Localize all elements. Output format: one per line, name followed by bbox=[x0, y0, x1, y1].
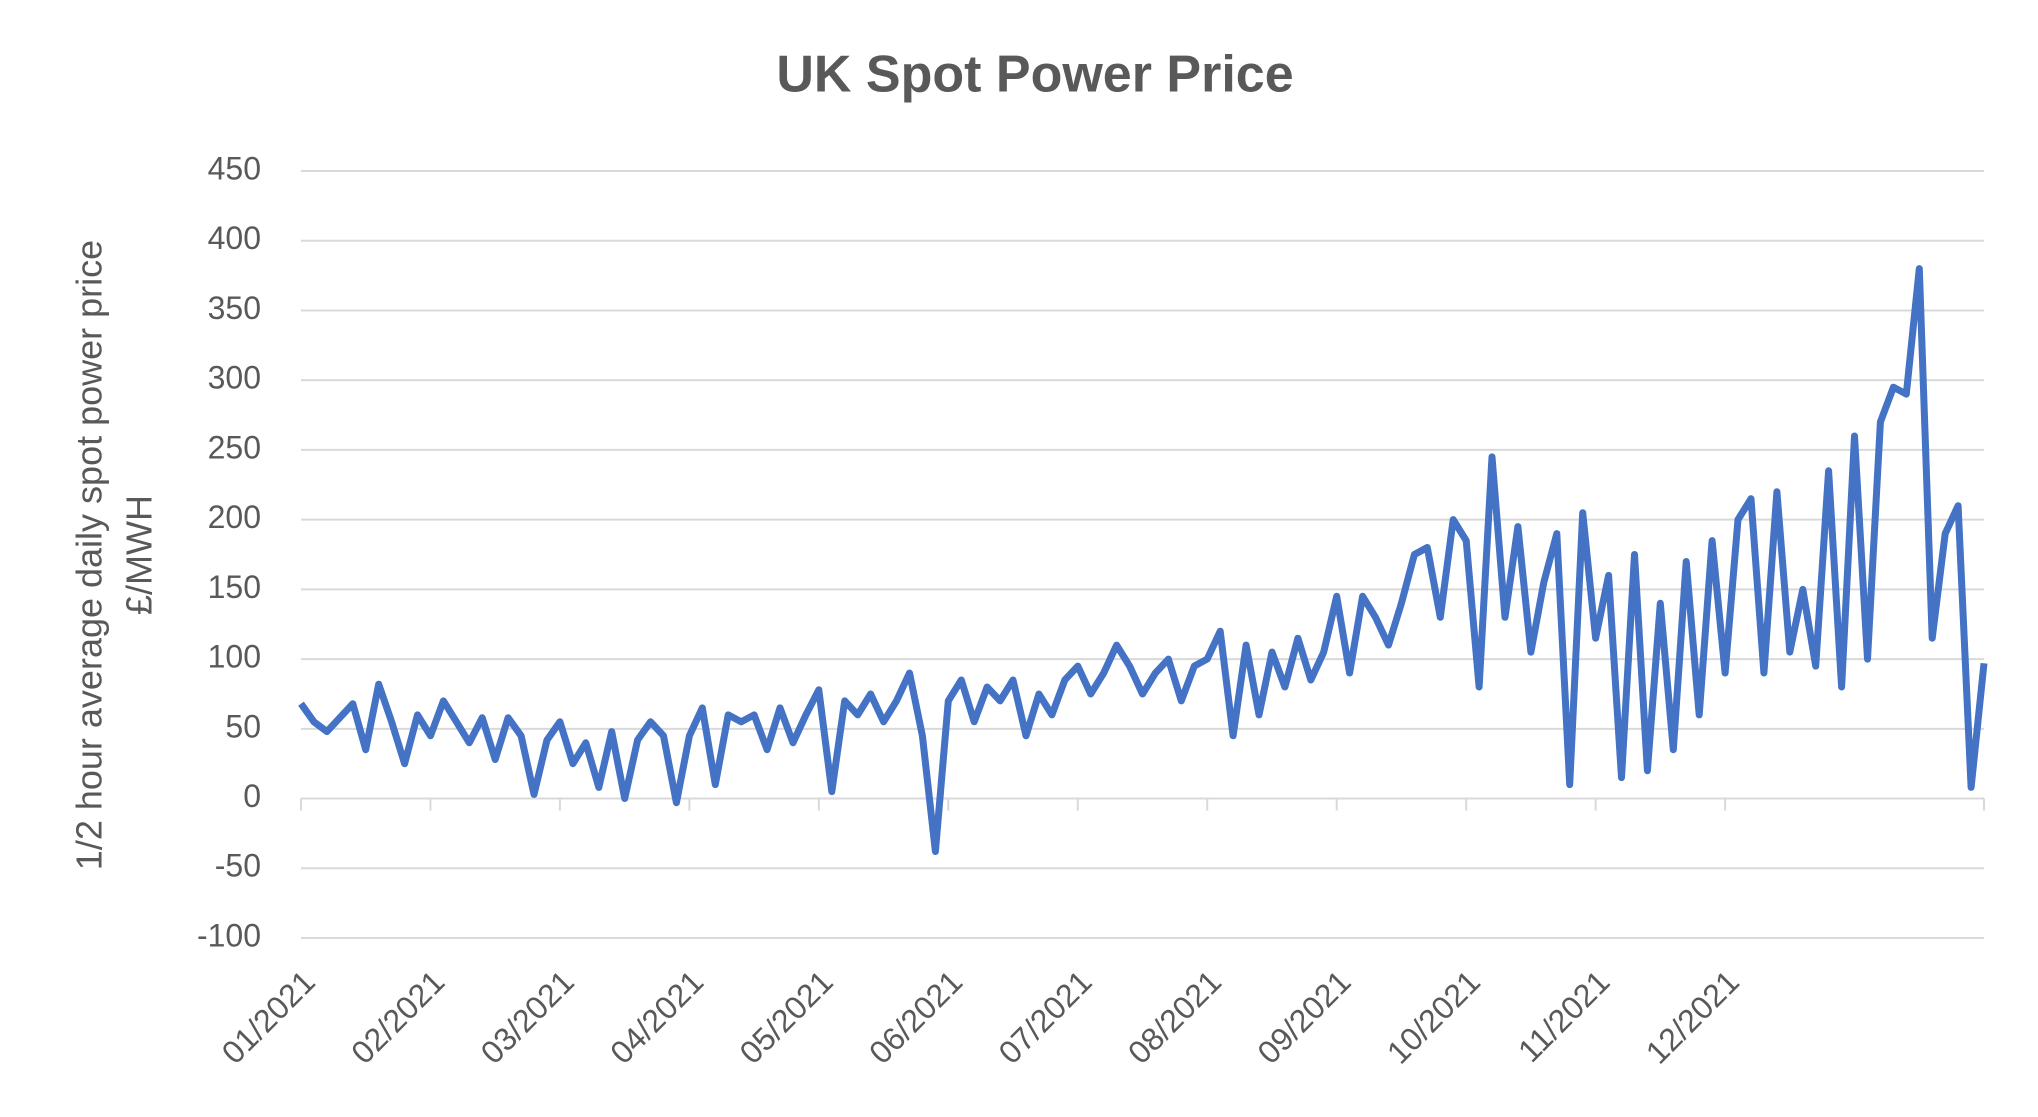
y-tick-label: -50 bbox=[215, 848, 261, 884]
chart-title: UK Spot Power Price bbox=[776, 46, 1293, 104]
x-tick-label: 09/2021 bbox=[1250, 963, 1357, 1070]
y-tick-label: 150 bbox=[208, 569, 261, 605]
y-axis-label: 1/2 hour average daily spot power price bbox=[69, 240, 110, 870]
x-tick-label: 12/2021 bbox=[1639, 963, 1746, 1070]
y-tick-label: 0 bbox=[243, 778, 261, 814]
x-tick-label: 05/2021 bbox=[733, 963, 840, 1070]
y-tick-label: 400 bbox=[208, 220, 261, 256]
x-tick-label: 02/2021 bbox=[344, 963, 451, 1070]
x-tick-label: 04/2021 bbox=[603, 963, 710, 1070]
x-tick-label: 03/2021 bbox=[474, 963, 581, 1070]
y-tick-label: 100 bbox=[208, 639, 261, 675]
y-tick-label: 50 bbox=[225, 708, 261, 744]
y-tick-label: 200 bbox=[208, 499, 261, 535]
y-axis-label: £/MWH bbox=[119, 495, 160, 615]
y-tick-label: 350 bbox=[208, 290, 261, 326]
y-tick-label: -100 bbox=[197, 917, 261, 953]
y-tick-label: 250 bbox=[208, 429, 261, 465]
y-tick-label: 450 bbox=[208, 150, 261, 186]
x-tick-label: 06/2021 bbox=[862, 963, 969, 1070]
x-tick-label: 08/2021 bbox=[1121, 963, 1228, 1070]
x-tick-label: 11/2021 bbox=[1511, 963, 1617, 1069]
x-tick-label: 01/2021 bbox=[215, 963, 322, 1070]
y-tick-label: 300 bbox=[208, 360, 261, 396]
data-line bbox=[298, 265, 1988, 855]
x-tick-label: 10/2021 bbox=[1380, 963, 1487, 1070]
x-tick-label: 07/2021 bbox=[991, 963, 1098, 1070]
